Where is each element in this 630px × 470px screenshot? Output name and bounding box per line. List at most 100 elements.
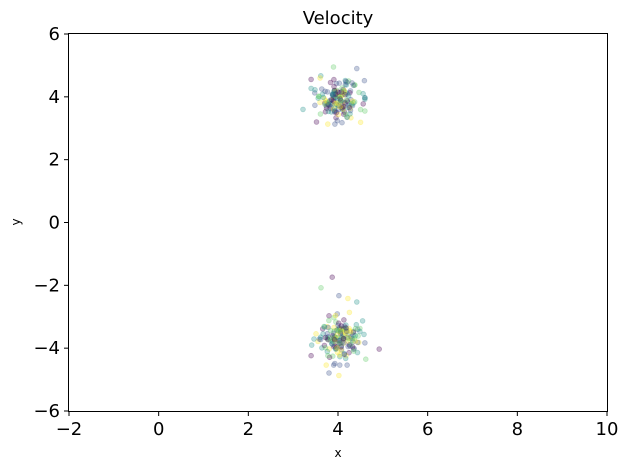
data-point xyxy=(351,99,358,105)
data-point xyxy=(329,338,336,345)
data-point xyxy=(336,80,343,86)
data-point xyxy=(341,350,347,357)
data-point xyxy=(332,121,338,127)
data-point xyxy=(325,108,332,115)
data-point xyxy=(330,98,337,104)
data-point xyxy=(330,64,337,70)
data-point xyxy=(346,349,352,356)
data-point xyxy=(331,90,338,97)
data-point xyxy=(344,79,350,85)
points-layer xyxy=(300,64,383,379)
data-point xyxy=(340,92,346,98)
data-point xyxy=(324,330,331,337)
data-point xyxy=(328,100,335,107)
data-point xyxy=(362,356,369,363)
data-point xyxy=(327,105,333,112)
data-point xyxy=(327,338,334,344)
data-point xyxy=(322,88,328,95)
data-point xyxy=(343,322,349,328)
data-point xyxy=(353,65,360,72)
data-point xyxy=(344,362,350,368)
data-point xyxy=(329,274,336,281)
y-tick-label: 2 xyxy=(49,150,60,171)
data-point xyxy=(341,333,347,340)
data-point xyxy=(331,87,338,94)
data-point xyxy=(343,325,349,331)
data-point xyxy=(332,100,338,107)
data-point xyxy=(317,99,323,106)
data-point xyxy=(341,323,348,329)
data-point xyxy=(333,319,339,325)
data-point xyxy=(331,343,338,349)
x-tick-label: 2 xyxy=(243,419,254,440)
data-point xyxy=(337,328,344,335)
data-point xyxy=(340,111,347,117)
data-point xyxy=(346,342,353,348)
data-point xyxy=(348,115,354,121)
data-point xyxy=(326,370,332,376)
data-point xyxy=(355,339,362,346)
data-point xyxy=(326,317,332,324)
x-axis-label: x xyxy=(334,446,341,460)
data-point xyxy=(335,340,341,346)
data-point xyxy=(327,101,334,107)
data-point xyxy=(331,324,337,331)
data-point xyxy=(339,334,346,341)
data-point xyxy=(340,106,347,112)
data-point xyxy=(326,354,333,361)
data-point xyxy=(339,98,346,105)
data-point xyxy=(333,334,339,341)
data-point xyxy=(343,82,350,88)
data-point xyxy=(338,347,345,354)
data-point xyxy=(351,335,358,342)
data-point xyxy=(340,103,347,110)
data-point xyxy=(330,314,337,321)
data-point xyxy=(333,101,340,107)
data-point xyxy=(321,324,328,330)
data-point xyxy=(345,331,352,338)
data-point xyxy=(316,93,322,100)
data-point xyxy=(320,94,327,101)
data-point xyxy=(344,91,350,97)
data-point xyxy=(337,328,344,335)
data-point xyxy=(333,115,339,121)
data-point xyxy=(334,349,341,356)
data-point xyxy=(350,348,357,354)
data-point xyxy=(313,119,320,125)
data-point xyxy=(339,105,346,111)
data-point xyxy=(320,331,326,337)
data-point xyxy=(335,322,341,329)
data-point xyxy=(332,345,339,352)
data-point xyxy=(342,77,349,84)
data-point xyxy=(337,340,343,346)
data-point xyxy=(311,336,317,342)
data-point xyxy=(325,324,331,331)
data-point xyxy=(331,333,337,340)
data-point xyxy=(340,340,347,346)
data-point xyxy=(326,98,333,105)
data-point xyxy=(330,95,337,102)
data-point xyxy=(331,109,338,115)
data-point xyxy=(321,100,328,106)
data-point xyxy=(350,82,357,89)
data-point xyxy=(331,336,338,343)
data-point xyxy=(312,87,318,93)
data-point xyxy=(342,329,348,336)
data-point xyxy=(315,95,322,101)
data-point xyxy=(354,326,361,333)
data-point xyxy=(334,332,341,338)
data-point xyxy=(335,106,342,113)
data-point xyxy=(323,103,330,109)
data-point xyxy=(340,88,346,94)
data-point xyxy=(339,326,345,333)
data-point xyxy=(342,81,349,88)
data-point xyxy=(337,96,344,102)
data-point xyxy=(316,336,323,342)
data-point xyxy=(346,102,352,109)
data-point xyxy=(339,106,346,113)
data-point xyxy=(334,327,340,334)
data-point xyxy=(321,323,327,330)
data-point xyxy=(345,335,352,341)
data-point xyxy=(337,93,344,100)
data-point xyxy=(376,346,383,352)
